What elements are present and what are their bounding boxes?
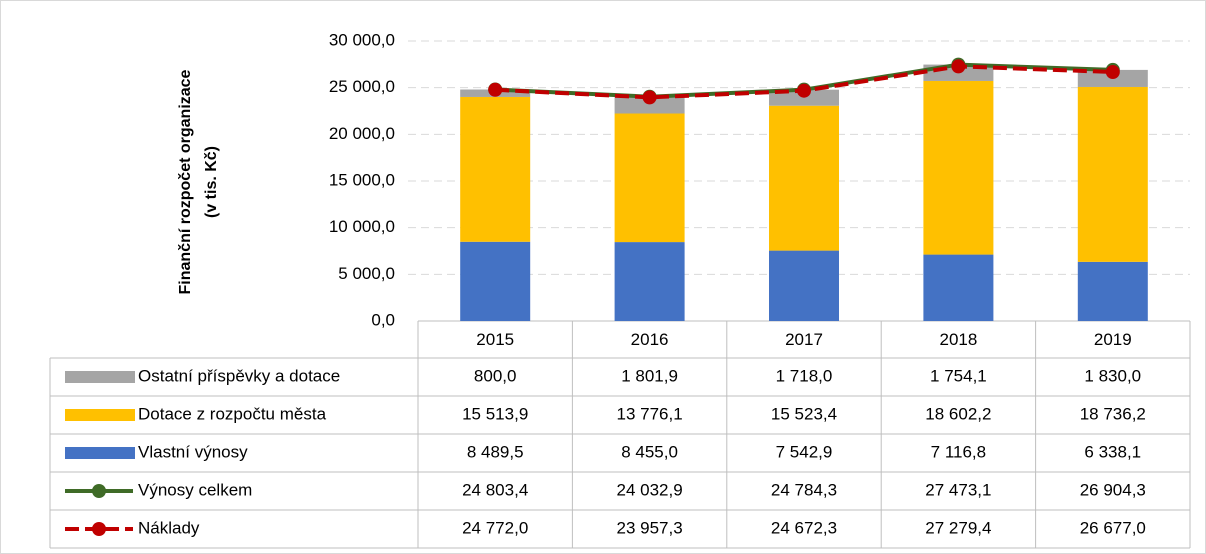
data-label: 8 489,5 bbox=[467, 442, 524, 461]
bar bbox=[1077, 261, 1148, 321]
bar bbox=[1077, 86, 1148, 262]
legend-key bbox=[65, 409, 135, 421]
y-tick-label: 0,0 bbox=[371, 310, 395, 329]
data-label: 27 279,4 bbox=[925, 518, 991, 537]
x-tick-label: 2017 bbox=[785, 330, 823, 349]
y-tick-label: 15 000,0 bbox=[329, 170, 395, 189]
legend-key bbox=[65, 371, 135, 383]
bar bbox=[614, 113, 685, 243]
data-label: 24 772,0 bbox=[462, 518, 528, 537]
y-axis-title: (v tis. Kč) bbox=[203, 146, 220, 218]
data-label: 18 602,2 bbox=[925, 404, 991, 423]
y-axis-title: Finanční rozpočet organizace bbox=[177, 69, 194, 294]
data-label: 23 957,3 bbox=[617, 518, 683, 537]
y-tick-label: 10 000,0 bbox=[329, 217, 395, 236]
legend-label: Náklady bbox=[138, 518, 200, 537]
data-label: 800,0 bbox=[474, 366, 517, 385]
data-label: 24 032,9 bbox=[617, 480, 683, 499]
data-label: 24 803,4 bbox=[462, 480, 528, 499]
data-label: 1 801,9 bbox=[621, 366, 678, 385]
data-label: 24 784,3 bbox=[771, 480, 837, 499]
line-marker bbox=[951, 59, 966, 74]
data-label: 24 672,3 bbox=[771, 518, 837, 537]
bar bbox=[923, 254, 994, 321]
line-marker bbox=[1105, 65, 1120, 80]
data-label: 15 513,9 bbox=[462, 404, 528, 423]
data-label: 8 455,0 bbox=[621, 442, 678, 461]
legend-label: Ostatní příspěvky a dotace bbox=[138, 366, 340, 385]
legend-key bbox=[65, 447, 135, 459]
x-tick-label: 2016 bbox=[631, 330, 669, 349]
legend-key bbox=[92, 484, 106, 498]
data-label: 7 116,8 bbox=[931, 442, 986, 461]
data-label: 27 473,1 bbox=[925, 480, 991, 499]
data-label: 26 904,3 bbox=[1080, 480, 1146, 499]
data-label: 1 754,1 bbox=[930, 366, 987, 385]
data-label: 7 542,9 bbox=[776, 442, 833, 461]
y-tick-label: 30 000,0 bbox=[329, 30, 395, 49]
data-label: 6 338,1 bbox=[1084, 442, 1141, 461]
line-marker bbox=[642, 90, 657, 105]
y-tick-label: 25 000,0 bbox=[329, 77, 395, 96]
bar bbox=[769, 105, 839, 251]
data-label: 15 523,4 bbox=[771, 404, 837, 423]
bar bbox=[614, 242, 685, 321]
x-tick-label: 2015 bbox=[476, 330, 514, 349]
data-label: 18 736,2 bbox=[1080, 404, 1146, 423]
x-tick-label: 2019 bbox=[1094, 330, 1132, 349]
bar bbox=[923, 80, 994, 255]
line-marker bbox=[797, 83, 811, 98]
legend-key bbox=[92, 522, 106, 536]
x-tick-label: 2018 bbox=[939, 330, 977, 349]
line-marker bbox=[488, 82, 503, 97]
bar bbox=[460, 96, 531, 242]
legend-label: Vlastní výnosy bbox=[138, 442, 248, 461]
legend-label: Dotace z rozpočtu města bbox=[138, 404, 327, 423]
legend-label: Výnosy celkem bbox=[138, 480, 252, 499]
y-tick-label: 20 000,0 bbox=[329, 124, 395, 143]
bar bbox=[769, 250, 839, 321]
bar bbox=[460, 241, 531, 321]
y-tick-label: 5 000,0 bbox=[338, 264, 395, 283]
data-label: 1 830,0 bbox=[1084, 366, 1141, 385]
data-label: 13 776,1 bbox=[617, 404, 683, 423]
data-label: 1 718,0 bbox=[776, 366, 833, 385]
bar bbox=[614, 96, 685, 114]
data-label: 26 677,0 bbox=[1080, 518, 1146, 537]
